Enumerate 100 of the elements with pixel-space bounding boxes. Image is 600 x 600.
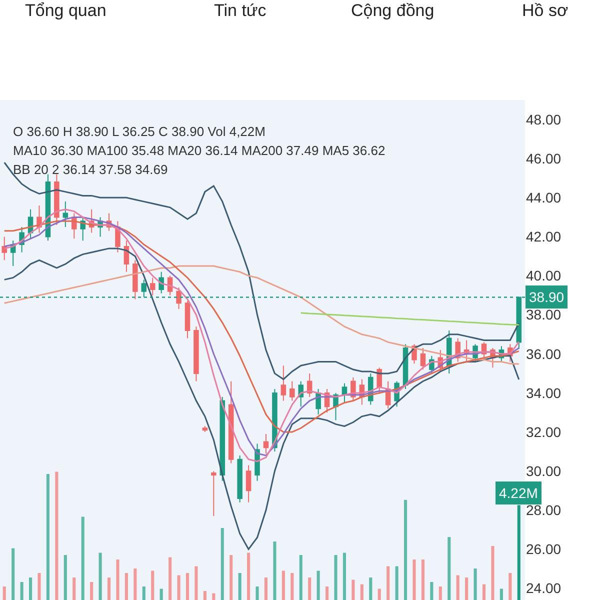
- bar: [316, 570, 320, 600]
- line-series: [4, 162, 520, 380]
- bar: [124, 573, 128, 600]
- y-tick-label: 34.00: [526, 384, 562, 401]
- y-tick-label: 42.00: [526, 228, 562, 245]
- bar: [474, 568, 477, 600]
- bar: [2, 586, 6, 600]
- y-tick-label: 38.00: [526, 306, 562, 323]
- bar: [412, 560, 416, 600]
- bar: [334, 555, 338, 600]
- candlestick: [176, 287, 182, 310]
- candlestick: [420, 348, 426, 370]
- line-series: [4, 265, 520, 365]
- bar: [81, 516, 84, 600]
- bar: [421, 560, 424, 600]
- candlestick: [290, 380, 295, 402]
- bar: [203, 591, 206, 600]
- bar: [46, 474, 50, 600]
- candlestick: [150, 277, 156, 296]
- candlestick: [237, 454, 242, 503]
- bar: [247, 552, 250, 600]
- y-tick-label: 26.00: [526, 541, 562, 558]
- candlestick: [342, 382, 348, 404]
- text: Tin tức: [214, 1, 267, 20]
- y-tick-label: 30.00: [526, 462, 562, 479]
- bar: [299, 555, 302, 600]
- bar: [20, 582, 24, 600]
- bar: [12, 548, 15, 600]
- candlestick: [132, 260, 138, 300]
- bar: [482, 584, 486, 600]
- bar: [491, 546, 494, 600]
- candlestick: [246, 464, 252, 503]
- bar: [508, 573, 512, 600]
- bar: [342, 552, 346, 600]
- candlestick: [202, 426, 208, 433]
- bar: [72, 578, 76, 600]
- bar: [38, 573, 41, 600]
- bar: [256, 586, 259, 600]
- data-label: 4.22M: [499, 485, 538, 501]
- annotation: MA10 36.30 MA100 35.48 MA20 36.14 MA200 37.49 MA5 36.62: [13, 143, 386, 158]
- candlestick: [376, 367, 382, 394]
- bar: [404, 500, 408, 600]
- candlestick: [62, 201, 68, 228]
- bar: [264, 578, 268, 600]
- candlestick: [2, 236, 7, 261]
- y-tick-label: 32.00: [526, 424, 562, 440]
- bar: [465, 578, 468, 600]
- bar: [98, 552, 102, 600]
- bar: [194, 566, 198, 600]
- bar: [168, 557, 172, 600]
- candlestick: [194, 326, 199, 382]
- y-tick-label: 40.00: [526, 268, 562, 284]
- y-tick-label: 28.00: [526, 502, 562, 518]
- bar: [29, 578, 32, 600]
- text: Cộng đồng: [351, 1, 434, 20]
- bar: [326, 586, 329, 600]
- bar: [500, 588, 503, 600]
- y-tick-label: 44.00: [526, 190, 562, 206]
- y-tick-label: 48.00: [526, 111, 562, 128]
- bar: [116, 560, 120, 600]
- bar: [369, 578, 372, 600]
- bar: [386, 566, 390, 600]
- bar: [238, 573, 242, 600]
- bar: [230, 555, 233, 600]
- bar: [360, 584, 364, 600]
- bar: [352, 580, 355, 600]
- text: Tổng quan: [25, 1, 106, 20]
- bar: [151, 570, 154, 600]
- bar: [456, 575, 460, 600]
- bar: [308, 578, 312, 600]
- candlestick: [211, 470, 216, 517]
- candlestick: [228, 380, 234, 464]
- bar: [290, 573, 294, 600]
- y-tick-label: 24.00: [526, 580, 562, 596]
- bar: [177, 575, 180, 600]
- bar: [395, 566, 398, 600]
- bar: [90, 582, 94, 600]
- bar: [107, 578, 111, 600]
- y-tick-label: 36.00: [526, 346, 562, 362]
- candlestick: [280, 365, 286, 402]
- bar: [142, 586, 146, 600]
- text: Hồ sơ: [522, 1, 568, 20]
- candlestick: [124, 240, 130, 272]
- candlestick: [263, 433, 269, 454]
- candlestick: [54, 174, 60, 226]
- bar: [448, 537, 451, 600]
- bar: [55, 472, 58, 600]
- bar: [160, 588, 163, 600]
- annotation: O 36.60 H 38.90 L 36.25 C 38.90 Vol 4,22M: [13, 124, 266, 139]
- bar: [134, 568, 137, 600]
- bar: [273, 542, 276, 600]
- annotation: BB 20 2 36.14 37.58 34.69: [13, 162, 168, 177]
- bar: [438, 586, 442, 600]
- ref-line-label: 38.90: [529, 289, 564, 305]
- bar: [186, 573, 190, 600]
- candlestick: [184, 300, 190, 339]
- bar: [64, 555, 67, 600]
- bar: [220, 528, 224, 600]
- bar: [378, 588, 381, 600]
- bar: [282, 570, 285, 600]
